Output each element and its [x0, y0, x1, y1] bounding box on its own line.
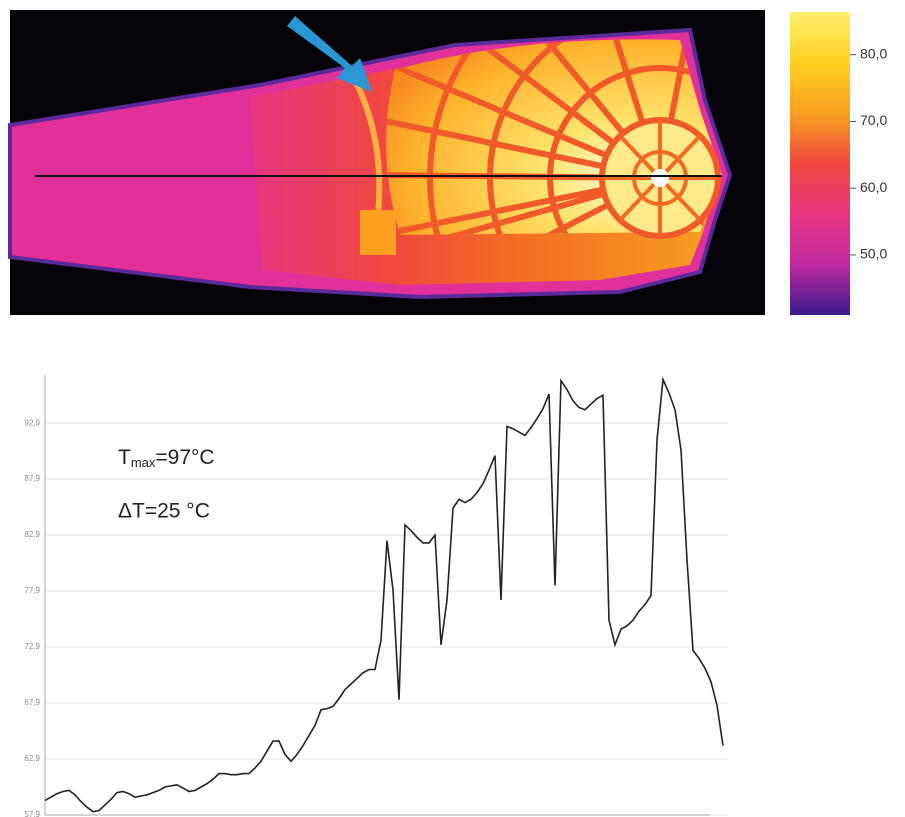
- colorbar-tick-label: 70,0: [860, 112, 887, 128]
- profile-line: [45, 380, 723, 812]
- y-tick-label: 72,9: [24, 642, 40, 651]
- y-tick-label: 92,9: [24, 418, 40, 427]
- colorbar-scale: [790, 12, 850, 315]
- colorbar: 50,0 60,0 70,0 80,0: [790, 12, 887, 315]
- y-tick-label: 62,9: [24, 754, 40, 763]
- colorbar-tick-label: 60,0: [860, 179, 887, 195]
- y-tick-label: 82,9: [24, 530, 40, 539]
- colorbar-tick-label: 50,0: [860, 246, 887, 262]
- hub: [602, 120, 718, 236]
- annotation-subscript: max: [131, 455, 156, 470]
- connector: [360, 210, 396, 255]
- annotation-text: =97°C: [155, 446, 214, 469]
- page: 50,0 60,0 70,0 80,0 Tmax=97°C ΔT=25 °C 57,9…: [0, 0, 905, 817]
- figure: 50,0 60,0 70,0 80,0 Tmax=97°C ΔT=25 °C 57,9…: [0, 0, 905, 817]
- y-tick-label: 67,9: [24, 698, 40, 707]
- y-tick-label: 77,9: [24, 586, 40, 595]
- colorbar-tick-label: 80,0: [860, 45, 887, 61]
- annotation-tmax: Tmax=97°C: [118, 446, 215, 471]
- y-tick-label: 87,9: [24, 474, 40, 483]
- annotation-symbol: T: [118, 446, 131, 469]
- thermal-image: [10, 0, 905, 468]
- annotation-delta: ΔT=25 °C: [118, 500, 210, 523]
- y-tick-label: 57,9: [24, 810, 40, 817]
- line-chart: Tmax=97°C ΔT=25 °C 57,9 62,9 67,9 72,9 77,9 8…: [24, 375, 728, 817]
